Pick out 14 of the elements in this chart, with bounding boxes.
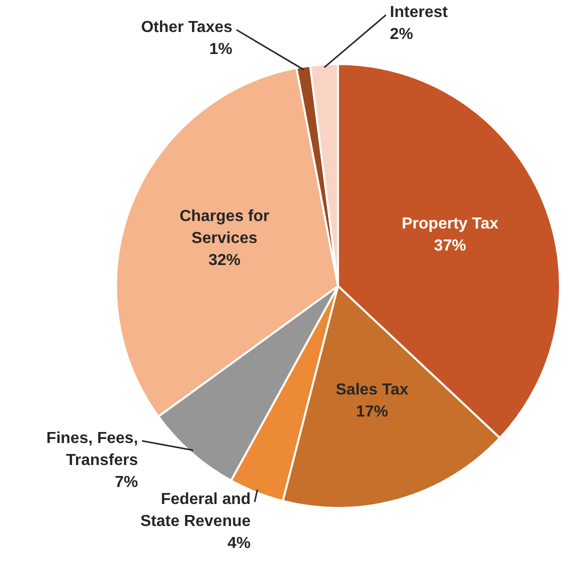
- data-label: 2%: [390, 26, 414, 43]
- slice-label: Fines, Fees, Transfers: [46, 430, 138, 469]
- slice-label: Other Taxes: [141, 18, 232, 36]
- data-label: 37%: [434, 238, 466, 255]
- data-label: 17%: [356, 403, 388, 420]
- slice-label: Sales Tax: [336, 381, 408, 398]
- data-label: 4%: [228, 535, 251, 552]
- data-label: 32%: [208, 252, 240, 270]
- data-label: 1%: [209, 40, 232, 58]
- slice-label: Property Tax: [402, 216, 498, 233]
- data-label: 7%: [114, 474, 138, 491]
- slice-label: Charges for Services: [180, 208, 270, 248]
- slice-label: Federal and State Revenue: [140, 491, 251, 530]
- slice-label: Interest: [390, 4, 448, 21]
